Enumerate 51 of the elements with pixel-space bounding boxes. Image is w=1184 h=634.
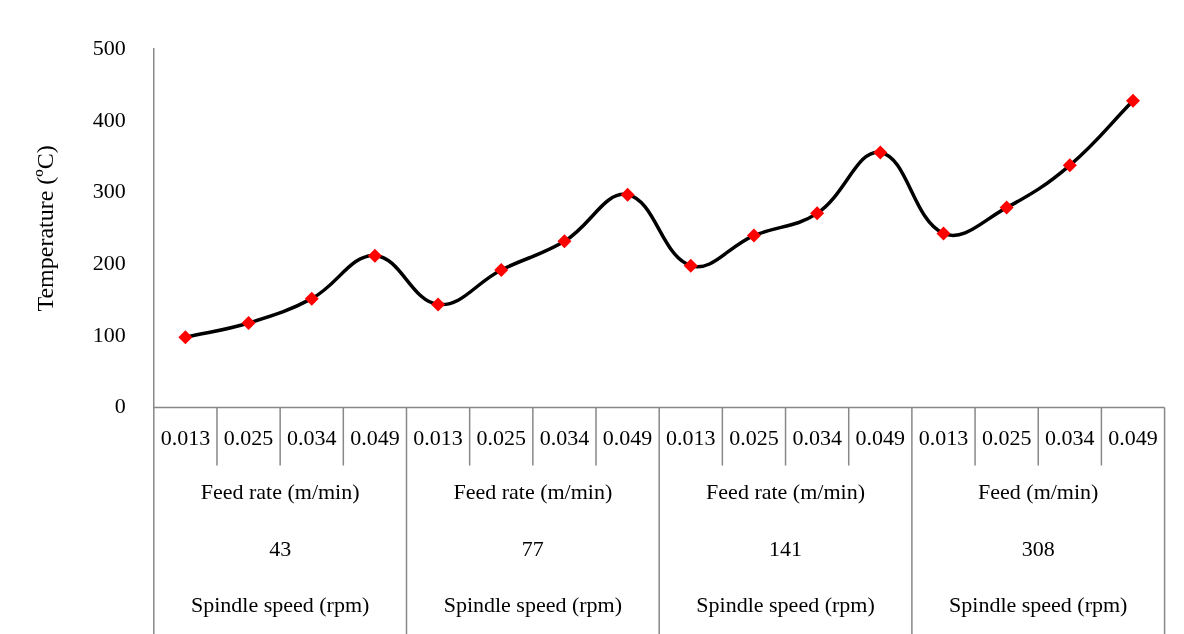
x-tick-label: 0.013: [666, 424, 716, 450]
x-tick-label: 0.049: [350, 424, 400, 450]
x-tick-label: 0.034: [1045, 424, 1095, 450]
point: [620, 187, 635, 202]
text: Spindle speed (rpm): [443, 591, 623, 617]
x-tick-label: 0.013: [413, 424, 463, 450]
x-tick-label: 0.034: [286, 424, 337, 450]
x-tick-label: 0.025: [476, 424, 527, 450]
x-tick-label: 0.049: [1108, 424, 1158, 450]
point: [431, 297, 446, 312]
x-tick-label: 0.025: [729, 424, 779, 450]
text: Feed (m/min): [978, 479, 1099, 505]
y-tick-label: 200: [92, 250, 126, 276]
y-tick-label: 0: [114, 393, 126, 419]
x-tick-label: 0.013: [160, 424, 211, 450]
x-tick-label: 0.025: [981, 424, 1032, 450]
point: [178, 330, 193, 345]
x-tick-label: 0.034: [539, 424, 590, 450]
point: [304, 291, 319, 306]
y-tick-label: 500: [92, 34, 126, 60]
point: [936, 226, 951, 241]
y-tick-label: 400: [92, 106, 126, 132]
text: Spindle speed (rpm): [696, 591, 875, 617]
text: Feed rate (m/min): [200, 479, 360, 505]
point: [1062, 158, 1077, 173]
point: [367, 248, 382, 263]
y-tick-label: 100: [92, 321, 126, 347]
point: [999, 200, 1014, 215]
point: [746, 228, 761, 243]
x-tick-label: 0.034: [792, 424, 842, 450]
point: [873, 145, 888, 160]
point: [1126, 93, 1140, 108]
text: 43: [269, 535, 292, 561]
text: 77: [521, 535, 544, 561]
text: 141: [769, 535, 803, 561]
text: 308: [1021, 535, 1055, 561]
x-tick-label: 0.049: [602, 424, 653, 450]
point: [494, 262, 509, 277]
point: [241, 316, 256, 331]
text: Feed rate (m/min): [453, 479, 613, 505]
point: [810, 206, 825, 221]
text: Spindle speed (rpm): [949, 591, 1128, 617]
x-tick-label: 0.049: [855, 424, 906, 450]
y-tick-label: 300: [92, 178, 126, 204]
x-tick-label: 0.013: [918, 424, 969, 450]
point: [557, 234, 572, 249]
point: [683, 258, 698, 273]
x-tick-label: 0.025: [223, 424, 274, 450]
text: Spindle speed (rpm): [190, 591, 370, 617]
text: Feed rate (m/min): [706, 479, 865, 505]
y-axis-title: Temperature (ºC): [31, 145, 58, 312]
